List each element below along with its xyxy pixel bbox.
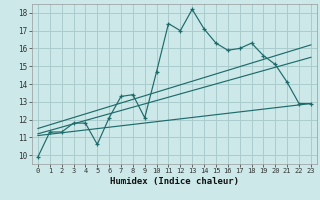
X-axis label: Humidex (Indice chaleur): Humidex (Indice chaleur) (110, 177, 239, 186)
